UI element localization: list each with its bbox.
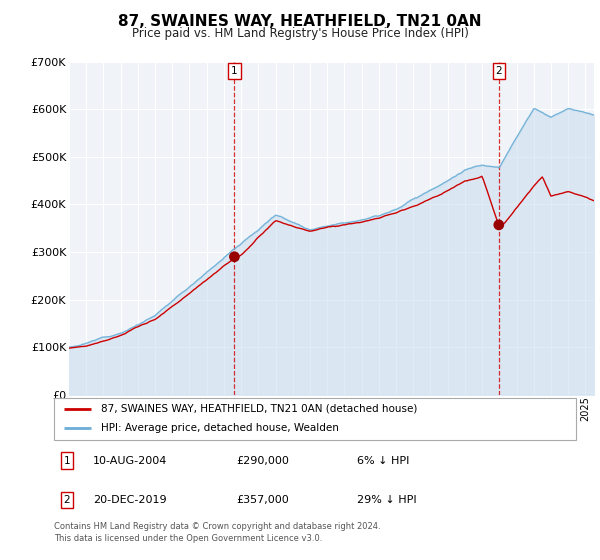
Text: 87, SWAINES WAY, HEATHFIELD, TN21 0AN (detached house): 87, SWAINES WAY, HEATHFIELD, TN21 0AN (d… [101, 404, 418, 414]
Text: £290,000: £290,000 [236, 455, 290, 465]
Text: Contains HM Land Registry data © Crown copyright and database right 2024.
This d: Contains HM Land Registry data © Crown c… [54, 522, 380, 543]
Text: 10-AUG-2004: 10-AUG-2004 [93, 455, 167, 465]
Text: 87, SWAINES WAY, HEATHFIELD, TN21 0AN: 87, SWAINES WAY, HEATHFIELD, TN21 0AN [118, 14, 482, 29]
Text: 2: 2 [496, 66, 502, 76]
Point [494, 221, 503, 230]
Text: 1: 1 [64, 455, 70, 465]
Text: 1: 1 [231, 66, 238, 76]
Text: Price paid vs. HM Land Registry's House Price Index (HPI): Price paid vs. HM Land Registry's House … [131, 27, 469, 40]
Text: 2: 2 [64, 495, 70, 505]
FancyBboxPatch shape [54, 398, 576, 440]
Point [230, 253, 239, 262]
Text: HPI: Average price, detached house, Wealden: HPI: Average price, detached house, Weal… [101, 423, 339, 433]
Text: 6% ↓ HPI: 6% ↓ HPI [357, 455, 409, 465]
Text: 29% ↓ HPI: 29% ↓ HPI [357, 495, 416, 505]
Text: £357,000: £357,000 [236, 495, 289, 505]
Text: 20-DEC-2019: 20-DEC-2019 [93, 495, 167, 505]
